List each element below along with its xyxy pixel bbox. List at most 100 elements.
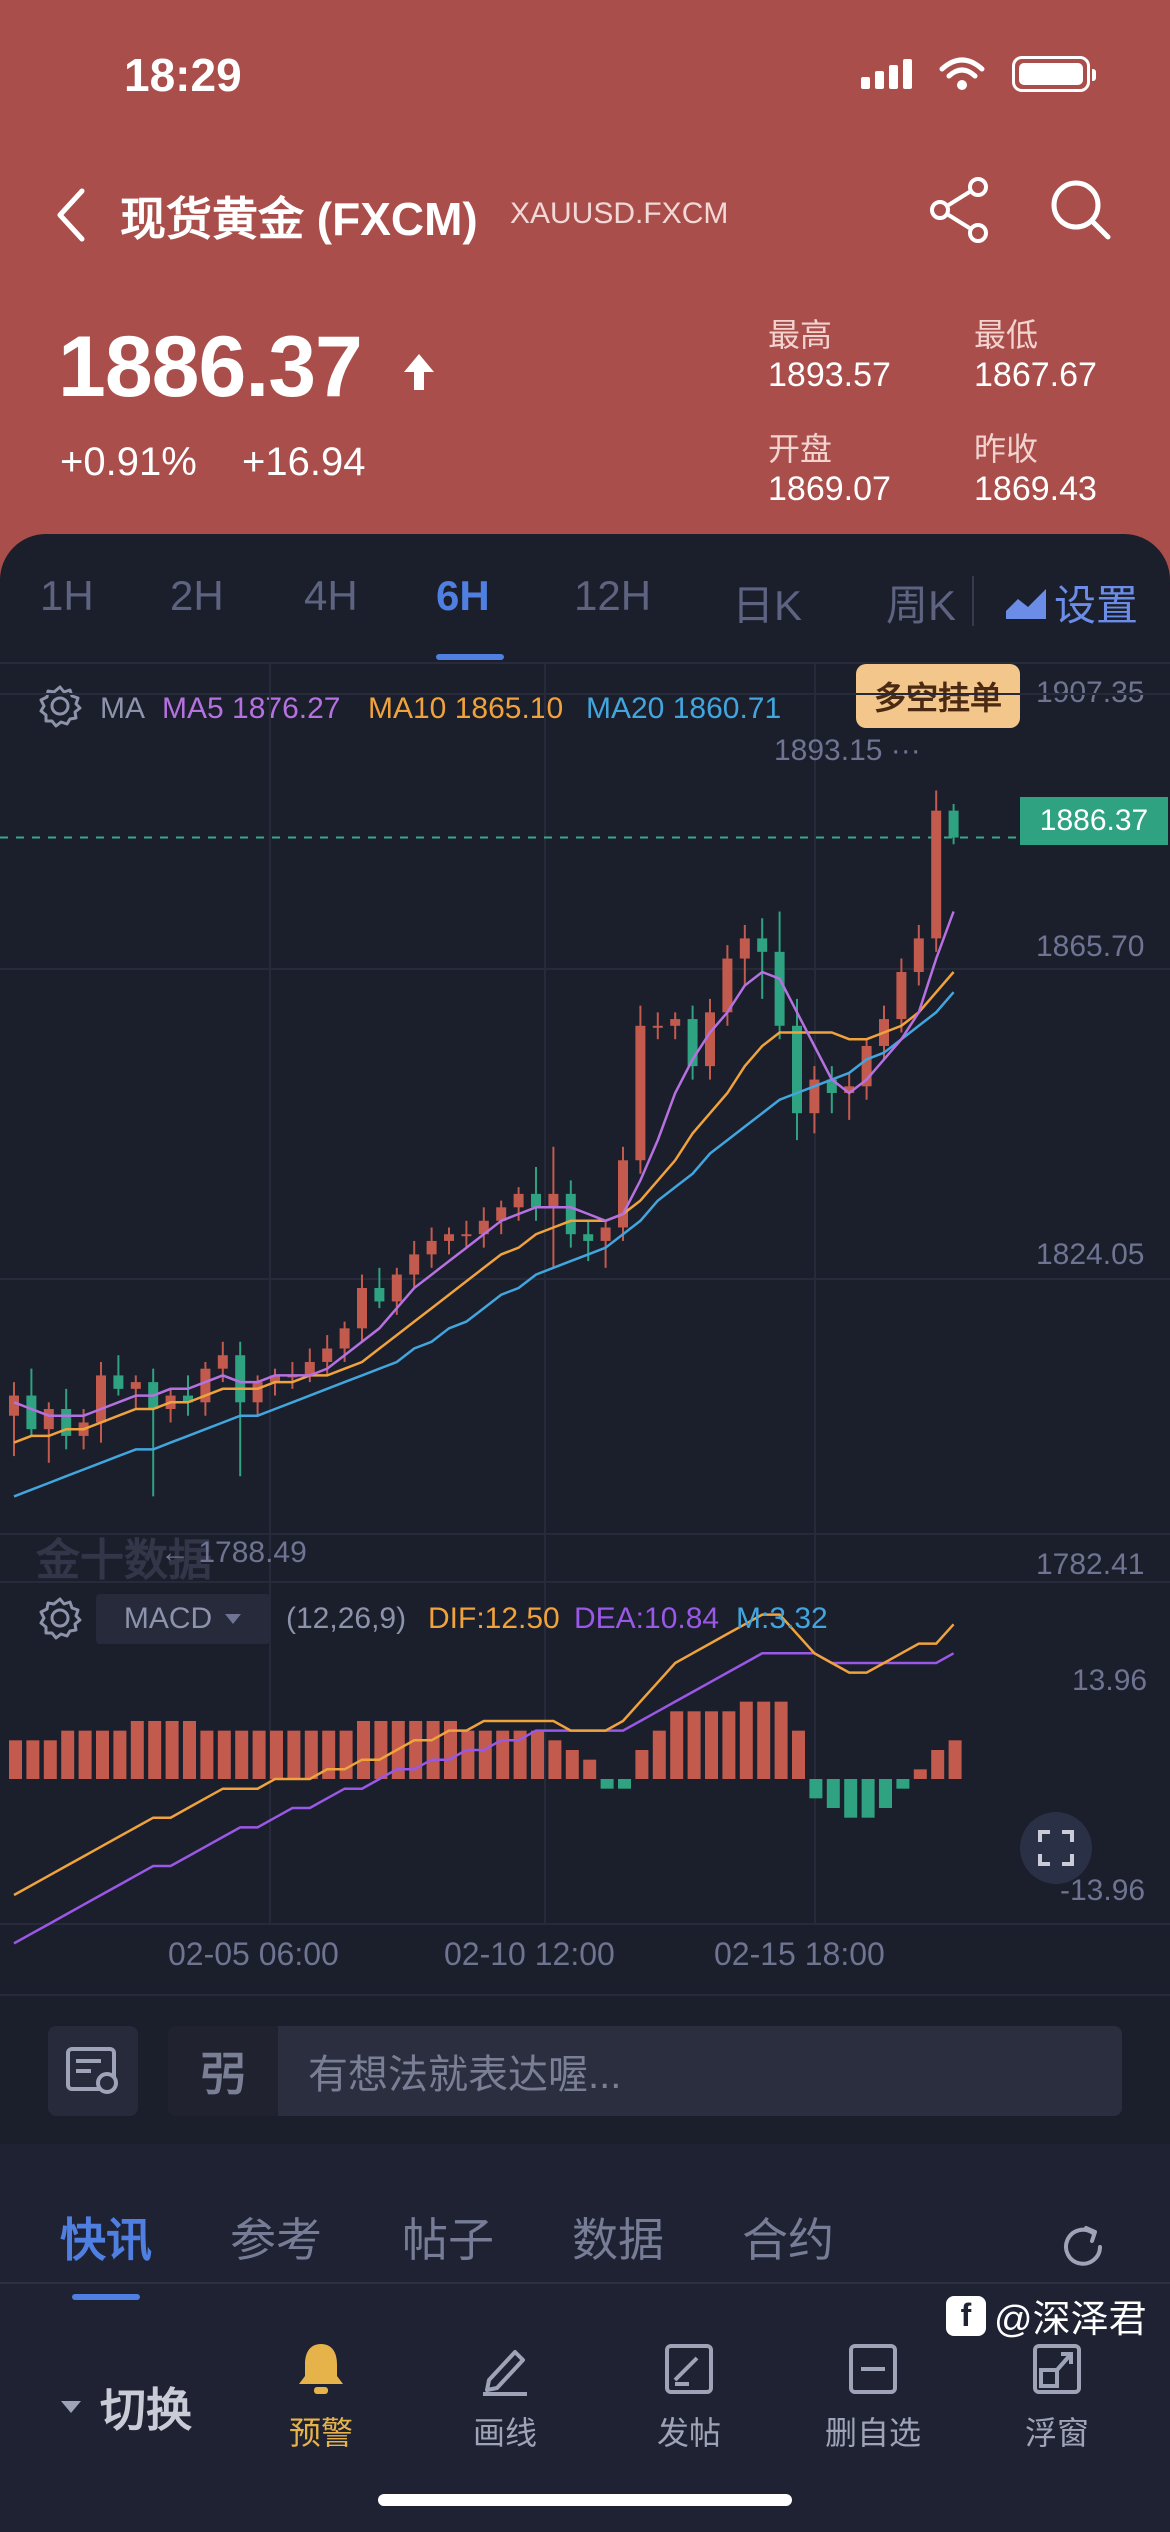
candle-body [357, 1287, 367, 1329]
macd-bar [583, 1759, 597, 1779]
high-marker-label: 1893.15 ··· [774, 734, 921, 767]
macd-settings-gear-icon[interactable] [38, 1596, 82, 1640]
tab-contract[interactable]: 合约 [742, 2214, 834, 2266]
candle-body [374, 1287, 385, 1302]
macd-bar [357, 1720, 370, 1779]
back-arrow-icon[interactable] [52, 183, 92, 247]
candle-body [809, 1079, 820, 1114]
search-icon[interactable] [1046, 175, 1116, 245]
candle-body [26, 1395, 37, 1430]
zhihu-logo-icon: f [946, 2295, 986, 2336]
minus-box-icon [849, 2344, 897, 2394]
bottom-section: 快讯 参考 帖子 数据 合约 切换 预警 画线 [0, 2144, 1170, 2532]
alert-label: 预警 [288, 2415, 353, 2451]
candle-body [113, 1375, 124, 1389]
candle-body [444, 1234, 454, 1241]
low-marker-label: ← 1788.49 [160, 1536, 307, 1569]
status-time: 18:29 [124, 49, 242, 101]
long-short-order-button[interactable]: 多空挂单 [856, 664, 1020, 728]
tab-posts[interactable]: 帖子 [402, 2214, 494, 2266]
watermark: 金十数据 [36, 1536, 212, 1585]
candle-body [165, 1395, 176, 1410]
indicator-select[interactable]: MACD [96, 1594, 270, 1644]
draw-line-button[interactable]: 画线 [430, 2340, 580, 2454]
macd-bar [879, 1779, 892, 1809]
price-axis-2: 1865.70 [1036, 930, 1145, 963]
macd-bar [130, 1720, 144, 1779]
ma-settings-gear-icon[interactable] [38, 684, 82, 728]
macd-bar [896, 1779, 910, 1789]
tab-flash-news[interactable]: 快讯 [60, 2214, 152, 2266]
macd-bar [757, 1701, 771, 1779]
macd-bar [809, 1779, 823, 1799]
macd-bar [217, 1730, 231, 1779]
user-avatar[interactable]: 弜 [168, 2026, 278, 2116]
stat-label-low: 最低 [974, 317, 1039, 353]
macd-bar [148, 1720, 162, 1779]
share-icon[interactable] [926, 175, 996, 245]
macd-bar [792, 1730, 805, 1779]
fullscreen-icon[interactable] [1020, 1812, 1092, 1884]
candle-body [618, 1160, 628, 1228]
news-icon[interactable] [48, 2026, 138, 2116]
comment-input[interactable]: 有想法就表达喔... [278, 2026, 1122, 2116]
candlestick-chart[interactable] [0, 534, 1170, 1994]
tab-6h[interactable]: 6H [436, 572, 490, 619]
float-window-button[interactable]: 浮窗 [982, 2340, 1132, 2454]
tab-data[interactable]: 数据 [572, 2214, 664, 2266]
macd-bar [26, 1740, 40, 1779]
wifi-icon [939, 57, 985, 90]
tab-2h[interactable]: 2H [170, 572, 224, 619]
candle-body [96, 1375, 106, 1423]
tab-4h[interactable]: 4H [304, 572, 358, 619]
candle-body [774, 951, 785, 1026]
candle-body [913, 938, 924, 973]
candle-body [652, 1025, 663, 1028]
candle-body [496, 1207, 507, 1221]
tab-weekly[interactable]: 周K [886, 582, 957, 629]
tab-1h[interactable]: 1H [40, 572, 94, 619]
ma20-line [13, 991, 955, 1498]
candle-body [861, 1045, 872, 1087]
candle-body [548, 1193, 559, 1208]
macd-bar [322, 1730, 336, 1779]
stat-value-open: 1869.07 [768, 470, 891, 508]
battery-icon [1012, 56, 1096, 92]
tab-12h[interactable]: 12H [574, 572, 652, 619]
stat-value-prev-close: 1869.43 [974, 470, 1097, 508]
macd-dea-line [13, 1652, 955, 1945]
macd-bar [565, 1749, 579, 1779]
candle-body [217, 1355, 228, 1369]
alert-button[interactable]: 预警 [246, 2340, 396, 2454]
quote-header: 18:29 现货黄金 (FXCM) XAUUSD.FXCM 1886.37 [0, 0, 1170, 590]
switch-button[interactable]: 切换 [60, 2374, 192, 2440]
post-button[interactable]: 发帖 [614, 2340, 764, 2454]
candle-body [757, 938, 768, 952]
action-bar: 切换 预警 画线 发帖 [0, 2294, 1170, 2494]
change-absolute: +16.94 [242, 440, 366, 484]
refresh-icon[interactable] [1056, 2220, 1110, 2274]
credit-watermark: f @深泽君 [946, 2288, 1147, 2343]
remove-watchlist-button[interactable]: 删自选 [798, 2340, 948, 2454]
price-axis-bottom: 1782.41 [1036, 1548, 1145, 1581]
ma5-value: MA5 1876.27 [162, 692, 341, 725]
price-axis-top: 1907.35 [1036, 676, 1145, 709]
macd-bar [652, 1730, 666, 1779]
candle-body [705, 1012, 715, 1067]
candle-body [879, 1019, 889, 1046]
tab-reference[interactable]: 参考 [230, 2214, 322, 2266]
macd-bar [513, 1730, 527, 1779]
price-axis-3: 1824.05 [1036, 1238, 1145, 1271]
macd-bar [618, 1779, 631, 1789]
macd-bar [948, 1740, 962, 1779]
macd-bar [409, 1720, 423, 1779]
up-arrow-icon [404, 354, 434, 390]
macd-bar [861, 1779, 875, 1818]
tab-daily[interactable]: 日K [732, 582, 803, 629]
macd-legend: MACD (12,26,9) DIF:12.50 DEA:10.84 M:3.3… [0, 1594, 1170, 1644]
tab-divider [972, 576, 974, 626]
post-label: 发帖 [656, 2415, 721, 2451]
date-label-3: 02-15 18:00 [714, 1936, 885, 1972]
chart-settings-button[interactable]: 设置 [1004, 572, 1138, 633]
switch-label: 切换 [100, 2384, 192, 2436]
